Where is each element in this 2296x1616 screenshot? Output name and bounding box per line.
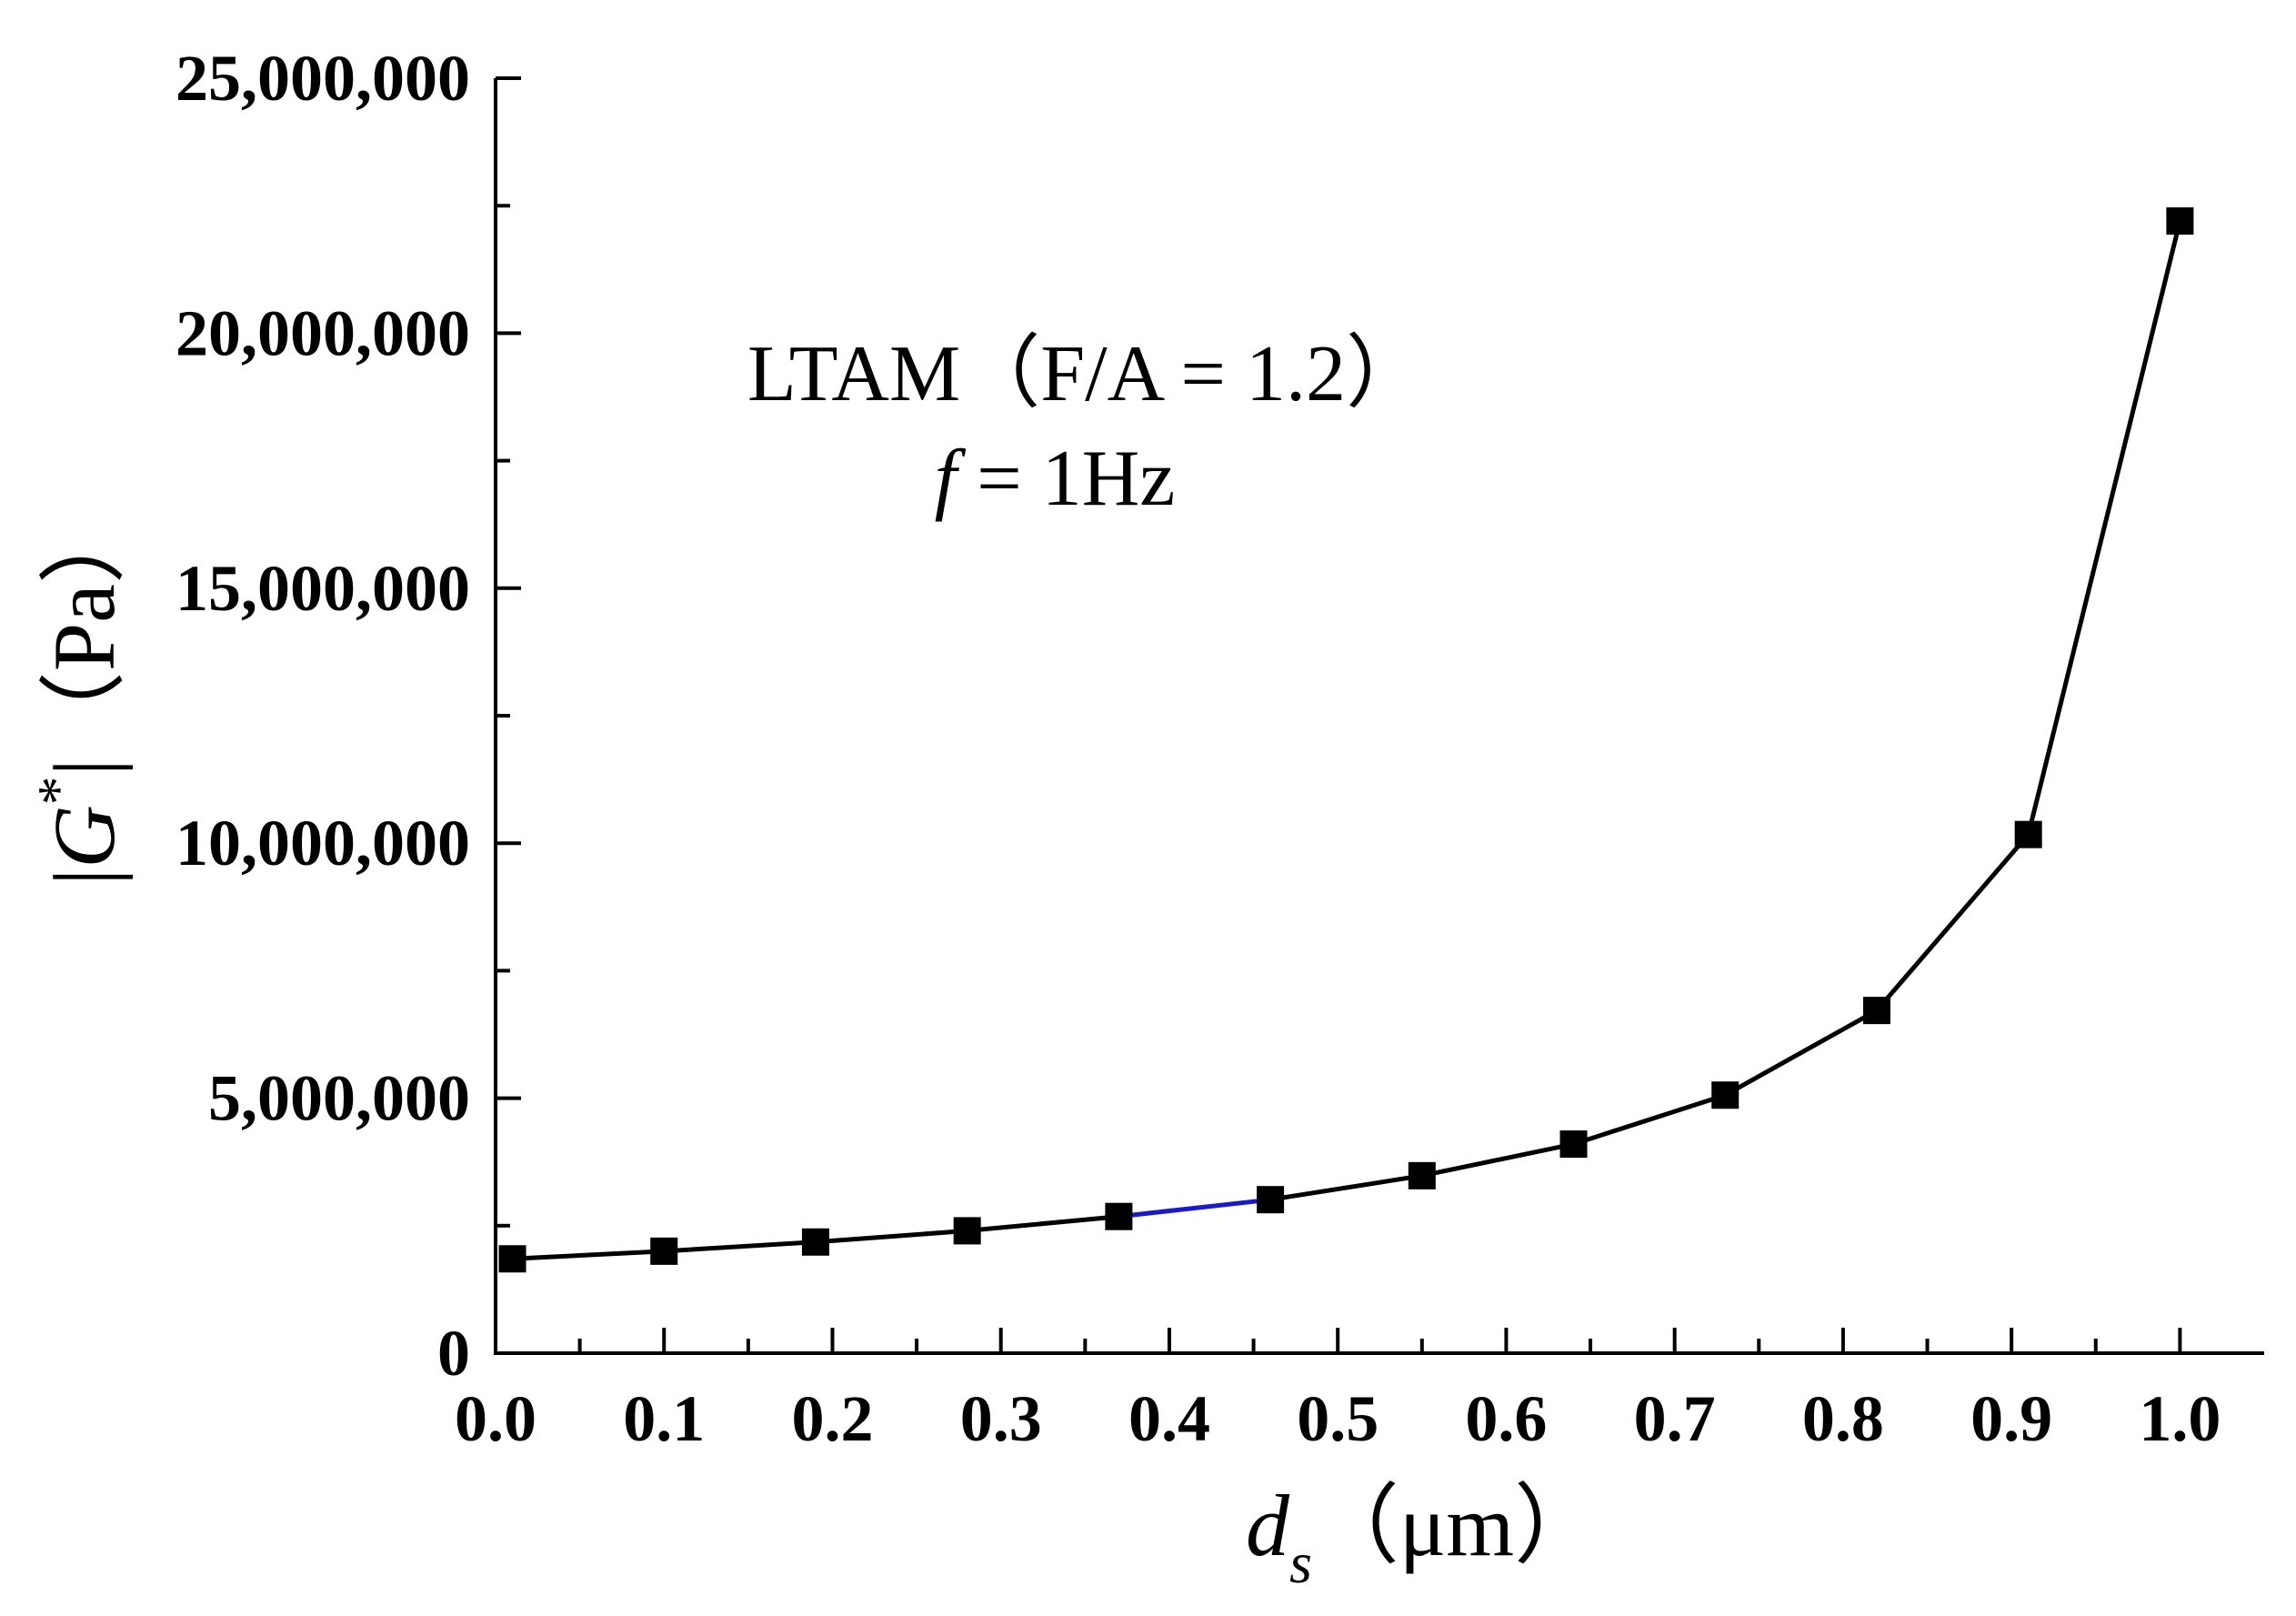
data-point bbox=[498, 1245, 526, 1273]
data-point bbox=[1559, 1130, 1588, 1159]
x-tick-label: 1.0 bbox=[2139, 1382, 2221, 1455]
series-segment bbox=[1875, 833, 2030, 1012]
x-tick-label: 0.0 bbox=[455, 1382, 536, 1455]
x-tick-label: 0.4 bbox=[1128, 1382, 1210, 1455]
y-tick-label: 20,000,000 bbox=[175, 296, 470, 369]
series-segment bbox=[1572, 1092, 1727, 1147]
x-tick-label: 0.9 bbox=[1970, 1382, 2052, 1455]
annotation-sample: LTAM（F/A = 1.2） bbox=[747, 330, 1426, 418]
minor-ticks bbox=[496, 204, 2098, 1353]
x-axis-subscript: s bbox=[1289, 1531, 1312, 1595]
y-axis-suffix: |（Pa） bbox=[35, 497, 133, 776]
data-point bbox=[1105, 1202, 1133, 1230]
series-segment bbox=[1118, 1197, 1271, 1220]
data-point bbox=[1257, 1186, 1285, 1214]
freq-value: = 1Hz bbox=[957, 435, 1175, 523]
x-axis-symbol: d bbox=[1246, 1477, 1290, 1574]
x-tick-label: 0.3 bbox=[960, 1382, 1042, 1455]
data-point bbox=[1408, 1161, 1436, 1189]
data-point bbox=[2166, 207, 2194, 236]
series-segment bbox=[664, 1240, 817, 1254]
series-segment bbox=[512, 1249, 665, 1261]
data-point bbox=[1862, 997, 1890, 1025]
y-axis-prefix: | bbox=[35, 868, 133, 886]
y-axis-title: |G*|（Pa） bbox=[25, 497, 133, 886]
x-axis-unit: （μm） bbox=[1312, 1477, 1601, 1574]
data-point bbox=[650, 1237, 678, 1265]
y-tick-label: 10,000,000 bbox=[175, 807, 470, 879]
annotation-frequency: f = 1Hz bbox=[935, 435, 1176, 523]
y-axis-symbol: G bbox=[35, 805, 133, 868]
x-tick-label: 0.8 bbox=[1802, 1382, 1884, 1455]
data-point bbox=[953, 1217, 981, 1245]
y-tick-label: 25,000,000 bbox=[175, 42, 470, 115]
data-point bbox=[1711, 1081, 1740, 1109]
series-segment bbox=[1269, 1173, 1423, 1202]
x-tick-label: 0.5 bbox=[1297, 1382, 1379, 1455]
data-point bbox=[2014, 820, 2042, 848]
series-group bbox=[498, 207, 2194, 1273]
data-point bbox=[801, 1228, 829, 1256]
y-tick-label: 0 bbox=[437, 1317, 470, 1390]
x-axis-title: ds（μm） bbox=[1246, 1477, 1601, 1595]
x-tick-label: 0.6 bbox=[1465, 1382, 1547, 1455]
x-tick-label: 0.1 bbox=[623, 1382, 705, 1455]
y-tick-label: 5,000,000 bbox=[208, 1062, 470, 1135]
y-axis-superscript: * bbox=[25, 776, 90, 805]
series-segment bbox=[967, 1214, 1119, 1233]
x-tick-label: 0.7 bbox=[1634, 1382, 1716, 1455]
series-segment bbox=[815, 1228, 968, 1245]
x-axis-ticks: 0.0 0.1 0.2 0.3 0.4 0.5 0.6 0.7 0.8 0.9 1.0 bbox=[455, 1328, 2221, 1455]
x-tick-label: 0.2 bbox=[791, 1382, 873, 1455]
series-segment bbox=[1421, 1141, 1575, 1179]
y-axis-ticks: 0 5,000,000 10,000,000 15,000,000 20,000,000… bbox=[175, 42, 521, 1390]
y-tick-label: 15,000,000 bbox=[175, 552, 470, 625]
series-segment bbox=[2026, 220, 2182, 836]
series-segment bbox=[1724, 1008, 1879, 1098]
